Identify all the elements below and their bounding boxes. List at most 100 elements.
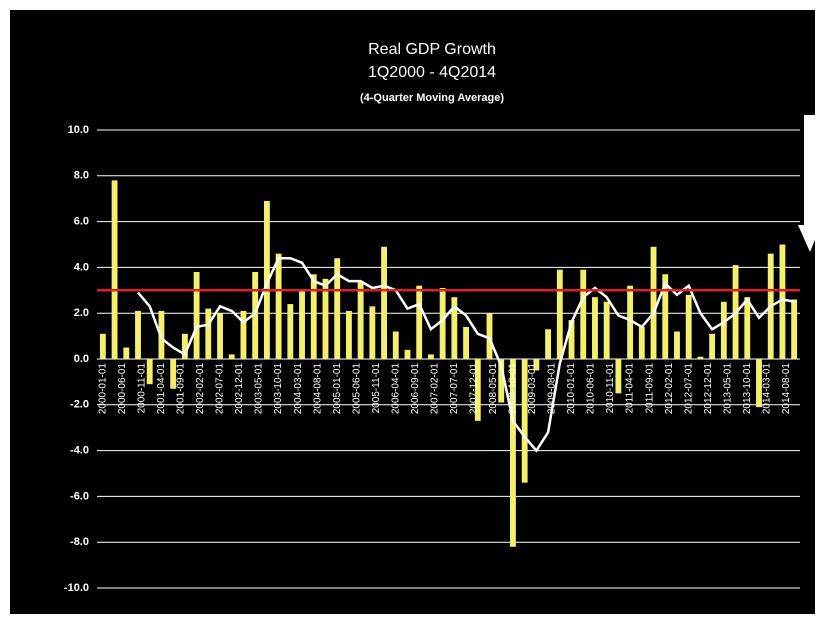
- x-tick-label: 2005-01-01: [332, 363, 343, 415]
- background: [10, 10, 815, 614]
- x-tick-label: 2010-01-01: [566, 363, 577, 415]
- bar: [650, 246, 657, 359]
- x-tick-label: 2005-11-01: [371, 363, 382, 414]
- bar: [779, 244, 786, 359]
- x-tick-label: 2003-10-01: [273, 363, 284, 415]
- bar: [217, 313, 223, 359]
- y-tick-label: 6.0: [74, 216, 89, 228]
- bar: [568, 320, 575, 359]
- y-tick-label: -8.0: [70, 536, 89, 548]
- bar: [193, 271, 200, 359]
- x-tick-label: 2012-02-01: [664, 363, 675, 415]
- arrow-head: [798, 225, 821, 252]
- bar: [580, 269, 587, 359]
- bar: [556, 269, 563, 359]
- x-tick-label: 2000-11-01: [137, 363, 148, 414]
- y-tick-label: 2.0: [74, 307, 89, 319]
- y-tick-label: -10.0: [64, 582, 89, 594]
- bar: [486, 313, 493, 359]
- x-tick-label: 2013-10-01: [742, 363, 753, 415]
- y-tick-label: 4.0: [74, 261, 89, 273]
- bar: [99, 333, 106, 359]
- x-tick-label: 2002-12-01: [234, 363, 245, 415]
- bar: [369, 306, 376, 359]
- arrow: [798, 115, 821, 252]
- bar: [357, 281, 364, 359]
- bar: [275, 253, 282, 359]
- x-tick-label: 2003-05-01: [254, 363, 265, 415]
- moving-average-line: [137, 256, 795, 453]
- bar: [439, 288, 446, 359]
- bar: [310, 274, 317, 359]
- bar: [521, 359, 528, 483]
- x-tick-label: 2007-02-01: [429, 363, 440, 415]
- plot: -10.0 -8.0 -6.0 -4.0 -2.0 0.0 2.0 4.0 6.0 8.0 10.0…: [64, 124, 800, 594]
- arrow-shaft: [804, 115, 815, 225]
- chart-subtitle: 1Q2000 - 4Q2014: [368, 64, 496, 81]
- x-tick-label: 2006-09-01: [410, 363, 421, 415]
- bar: [263, 200, 270, 359]
- bar: [392, 331, 399, 359]
- x-tick-label: 2007-12-01: [469, 363, 480, 415]
- x-tick-label: 2008-10-01: [508, 363, 519, 415]
- bar: [474, 359, 481, 421]
- y-tick-label: 10.0: [68, 124, 89, 136]
- bar: [615, 359, 622, 394]
- bar: [252, 271, 259, 359]
- bar: [720, 301, 727, 359]
- y-tick-label: 0.0: [74, 353, 89, 365]
- x-tick-label: 2004-08-01: [312, 363, 323, 415]
- y-tick-label: -2.0: [70, 399, 89, 411]
- x-tick-label: 2012-12-01: [703, 363, 714, 415]
- bar: [744, 297, 751, 359]
- x-tick-label: 2001-04-01: [156, 363, 167, 415]
- bar: [181, 333, 188, 359]
- bar: [545, 329, 552, 359]
- bar: [205, 308, 212, 359]
- bar: [287, 304, 294, 359]
- bar: [697, 356, 704, 359]
- bar: [592, 297, 598, 359]
- x-tick-label: 2014-08-01: [781, 363, 792, 415]
- bar: [638, 326, 645, 359]
- bar: [228, 354, 235, 359]
- bar: [240, 310, 247, 359]
- bar: [404, 349, 411, 359]
- bar: [416, 285, 423, 359]
- bar: [463, 326, 470, 359]
- x-tick-label: 2012-07-01: [683, 363, 694, 415]
- bar: [135, 310, 141, 359]
- x-tick-label: 2010-06-01: [586, 363, 597, 415]
- bar: [603, 301, 610, 359]
- x-tick-label: 2014-03-01: [761, 363, 772, 415]
- bar: [756, 359, 762, 408]
- bar: [709, 333, 716, 359]
- y-tick-label: -6.0: [70, 490, 89, 502]
- x-tick-label: 2009-03-01: [527, 363, 538, 415]
- x-tick-label: 2009-08-01: [547, 363, 558, 415]
- x-tick-label: 2000-06-01: [117, 363, 128, 415]
- bar: [334, 258, 341, 359]
- x-tick-label: 2011-04-01: [625, 363, 636, 414]
- bar: [427, 354, 434, 359]
- x-tick-label: 2006-04-01: [390, 363, 401, 415]
- x-tick-label: 2000-01-01: [97, 363, 108, 415]
- bar: [451, 297, 458, 359]
- x-tick-label: 2013-05-01: [722, 363, 733, 415]
- bar: [111, 180, 118, 359]
- bar: [170, 359, 177, 389]
- y-tick-label: 8.0: [74, 170, 89, 182]
- y-tick-label: -4.0: [70, 445, 89, 457]
- bar: [146, 359, 153, 385]
- bar: [510, 359, 516, 547]
- bar: [322, 278, 329, 359]
- bar: [685, 294, 692, 359]
- x-tick-label: 2011-09-01: [644, 363, 655, 414]
- bar: [627, 285, 634, 359]
- x-tick-label: 2002-02-01: [195, 363, 206, 415]
- bar: [123, 347, 130, 359]
- bar: [345, 310, 352, 359]
- bar: [674, 331, 680, 359]
- bar: [498, 359, 505, 403]
